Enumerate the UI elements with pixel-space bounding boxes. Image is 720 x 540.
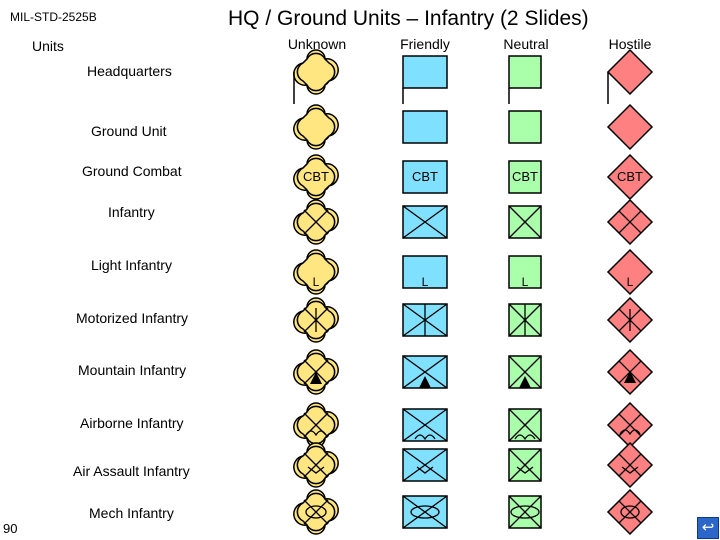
row-label-airborne-infantry: Airborne Infantry <box>80 415 184 431</box>
symbol-motorized-infantry-friendly <box>402 303 448 337</box>
symbol-mech-infantry-friendly <box>402 495 448 529</box>
symbol-air-assault-infantry-friendly <box>402 448 448 482</box>
row-label-motorized-infantry: Motorized Infantry <box>76 310 189 326</box>
symbol-light-infantry-neutral: L <box>508 255 542 289</box>
row-label-light-infantry: Light Infantry <box>91 257 172 273</box>
row-label-infantry: Infantry <box>108 204 155 220</box>
symbol-headquarters-unknown <box>293 49 339 104</box>
symbol-infantry-friendly <box>402 205 448 239</box>
symbol-ground-unit-hostile <box>606 103 654 151</box>
symbol-ground-combat-friendly: CBT <box>402 160 448 194</box>
symbol-text: L <box>313 275 320 289</box>
symbol-ground-unit-friendly <box>402 110 448 144</box>
row-label-air-assault-infantry: Air Assault Infantry <box>73 463 190 479</box>
symbol-infantry-neutral <box>508 205 542 239</box>
symbol-motorized-infantry-neutral <box>508 303 542 337</box>
symbol-airborne-infantry-friendly <box>402 408 448 442</box>
symbol-mech-infantry-hostile <box>606 488 654 536</box>
symbol-infantry-unknown <box>293 199 339 245</box>
column-header-neutral: Neutral <box>503 36 549 52</box>
row-label-mountain-infantry: Mountain Infantry <box>78 362 187 378</box>
return-button[interactable]: ↩ <box>697 517 719 539</box>
symbol-headquarters-friendly <box>402 55 448 104</box>
symbol-mech-infantry-neutral <box>508 495 542 529</box>
units-label: Units <box>32 38 64 54</box>
symbol-motorized-infantry-unknown <box>293 297 339 343</box>
symbol-airborne-infantry-unknown <box>293 402 339 448</box>
symbol-airborne-infantry-neutral <box>508 408 542 442</box>
symbol-light-infantry-friendly: L <box>402 255 448 289</box>
symbol-text: CBT <box>617 169 643 184</box>
symbol-mech-infantry-unknown <box>293 489 339 535</box>
row-label-mech-infantry: Mech Infantry <box>89 505 174 521</box>
symbol-ground-combat-hostile: CBT <box>606 153 654 201</box>
symbol-ground-unit-neutral <box>508 110 542 144</box>
return-arrow-icon: ↩ <box>701 519 715 536</box>
symbol-ground-unit-unknown <box>293 104 339 150</box>
symbol-ground-combat-unknown: CBT <box>293 154 339 200</box>
symbol-infantry-hostile <box>606 198 654 246</box>
symbol-headquarters-neutral <box>508 55 542 104</box>
column-header-friendly: Friendly <box>400 36 450 52</box>
symbol-air-assault-infantry-hostile <box>606 441 654 489</box>
page-number: 90 <box>3 521 18 536</box>
symbol-mountain-infantry-neutral <box>508 355 542 389</box>
symbol-light-infantry-unknown: L <box>293 249 339 295</box>
symbol-mountain-infantry-friendly <box>402 355 448 389</box>
symbol-airborne-infantry-hostile <box>606 401 654 449</box>
symbol-air-assault-infantry-neutral <box>508 448 542 482</box>
symbol-light-infantry-hostile: L <box>606 248 654 296</box>
symbol-text: L <box>422 275 429 289</box>
symbol-text: CBT <box>303 169 329 184</box>
symbol-mountain-infantry-hostile <box>606 348 654 396</box>
symbol-air-assault-infantry-unknown <box>293 442 339 488</box>
document-tag: MIL-STD-2525B <box>10 10 97 24</box>
row-label-headquarters: Headquarters <box>87 63 172 79</box>
symbol-motorized-infantry-hostile <box>606 296 654 344</box>
row-label-ground-unit: Ground Unit <box>91 123 167 139</box>
slide-title: HQ / Ground Units – Infantry (2 Slides) <box>228 7 589 30</box>
symbol-headquarters-hostile <box>606 48 654 104</box>
symbol-text: CBT <box>512 169 538 184</box>
row-label-ground-combat: Ground Combat <box>82 163 182 179</box>
symbol-mountain-infantry-unknown <box>293 349 339 395</box>
symbol-text: L <box>627 275 634 289</box>
symbol-text: CBT <box>412 169 438 184</box>
column-header-unknown: Unknown <box>287 36 347 52</box>
symbol-text: L <box>522 275 529 289</box>
column-header-hostile: Hostile <box>608 36 652 52</box>
symbol-ground-combat-neutral: CBT <box>508 160 542 194</box>
